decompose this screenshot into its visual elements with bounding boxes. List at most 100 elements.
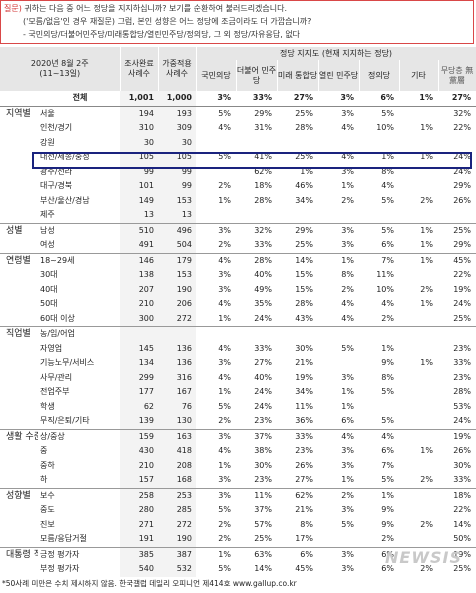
table-row: 30대 138 153 3% 40% 15% 8% 11% 22% [0,268,476,283]
pct-cell [399,414,438,429]
pct-cell: 21% [295,358,313,368]
row-label: 모름/응답거절 [40,534,87,544]
weighted-count: 163 [158,428,196,444]
table-row: 직업별 농/임/어업 [0,326,476,342]
table-row: 제주 13 13 [0,208,476,223]
party-header-0: 국민의당 [196,60,237,91]
group-label [0,342,38,357]
group-label [0,121,38,136]
pct-cell: 1% [399,252,438,268]
pct-cell: 6% [359,546,399,562]
sample-count: 430 [120,444,158,459]
pct-cell: 5% [381,195,394,205]
question-line-1: 질문) 귀하는 다음 중 어느 정당을 지지하십니까? 보기를 순환하여 불러드… [4,4,287,14]
group-label [0,297,38,312]
pct-cell [318,532,359,547]
pct-cell: 6% [381,446,394,456]
table-row: 성향별 보수 258 253 3% 11% 62% 2% 1% 18% [0,487,476,503]
weighted-count: 285 [158,503,196,518]
weighted-count: 532 [158,562,196,577]
sample-col-header: 조사완료 사례수 [120,47,159,91]
pct-cell [236,208,277,223]
pct-cell: 5% [196,105,236,121]
sample-count: 138 [120,268,158,283]
pct-cell [399,179,438,194]
table-row: 성별 남성 510 496 3% 32% 29% 3% 5% 1% 25% [0,222,476,238]
pct-cell: 26% [453,195,471,205]
pct-cell: 27% [254,358,272,368]
pct-cell: 18% [254,181,272,191]
row-label: 강원 [40,137,55,147]
pct-cell [318,136,359,151]
sample-count: 1,001 [120,91,158,107]
pct-cell: 2% [218,240,231,250]
group-label [0,150,38,165]
pct-cell: 35% [254,299,272,309]
party-header-5: 기타 [399,60,439,91]
sample-count: 146 [120,252,158,268]
pct-cell: 3% [318,91,359,107]
pct-cell: 24% [453,152,471,162]
pct-cell: 2% [318,487,359,503]
pct-cell: 5% [218,564,231,574]
group-label [0,503,38,518]
pct-cell: 25% [277,105,318,121]
row-label: 농/임/어업 [38,326,120,342]
weighted-col-header: 가중적용 사례수 [158,47,197,91]
pct-cell: 23% [254,475,272,485]
table-row: 진보 271 272 2% 57% 8% 5% 9% 2% 14% [0,517,476,532]
group-label: 성향별 [0,487,38,503]
row-label: 30대 [40,270,58,280]
pct-cell: 5% [341,343,354,353]
sample-count: 510 [120,222,158,238]
pct-cell: 29% [277,222,318,238]
sample-count: 540 [120,562,158,577]
table-row: 50대 210 206 4% 35% 28% 4% 4% 1% 24% [0,297,476,312]
sample-count: 210 [120,458,158,473]
pct-cell: 4% [196,252,236,268]
table-row: 40대 207 190 3% 49% 15% 2% 10% 2% 19% [0,282,476,298]
weighted-count: 105 [158,150,196,165]
pct-cell: 46% [295,181,313,191]
pct-cell: 27% [277,91,318,107]
pct-cell: 33% [453,358,471,368]
pct-cell: 53% [453,401,471,411]
weighted-count [158,326,196,342]
pct-cell: 28% [295,123,313,133]
pct-cell: 3% [318,105,359,121]
group-label [0,283,38,298]
pct-cell: 3% [341,372,354,382]
pct-cell: 25% [453,313,471,323]
sample-count: 30 [120,135,158,150]
pct-cell: 1% [399,91,438,107]
pct-cell: 23% [295,446,313,456]
pct-cell [318,326,359,342]
pct-cell: 8% [341,270,354,280]
sample-count: 299 [120,370,158,385]
pct-cell: 1% [341,401,354,411]
group-label [0,136,38,151]
pct-cell: 34% [295,195,313,205]
pct-cell: 1% [420,299,433,309]
pct-cell: 2% [420,564,433,574]
pct-cell: 19% [295,372,313,382]
pct-cell: 3% [196,487,236,503]
pct-cell: 25% [295,240,313,250]
row-label: 전업주부 [40,387,70,397]
pct-cell: 1% [218,313,231,323]
group-label: 지역별 [0,105,38,121]
pct-cell: 2% [341,195,354,205]
pct-cell: 3% [196,428,236,444]
pct-cell: 5% [218,505,231,515]
pct-cell: 63% [236,546,277,562]
pct-cell: 4% [381,181,394,191]
pct-cell: 33% [254,240,272,250]
pct-cell: 8% [300,519,313,529]
pct-cell: 22% [453,505,471,515]
pct-cell: 2% [218,181,231,191]
pct-cell: 8% [381,166,394,176]
group-label [0,91,38,107]
pct-cell: 21% [295,505,313,515]
pct-cell: 1% [420,240,433,250]
